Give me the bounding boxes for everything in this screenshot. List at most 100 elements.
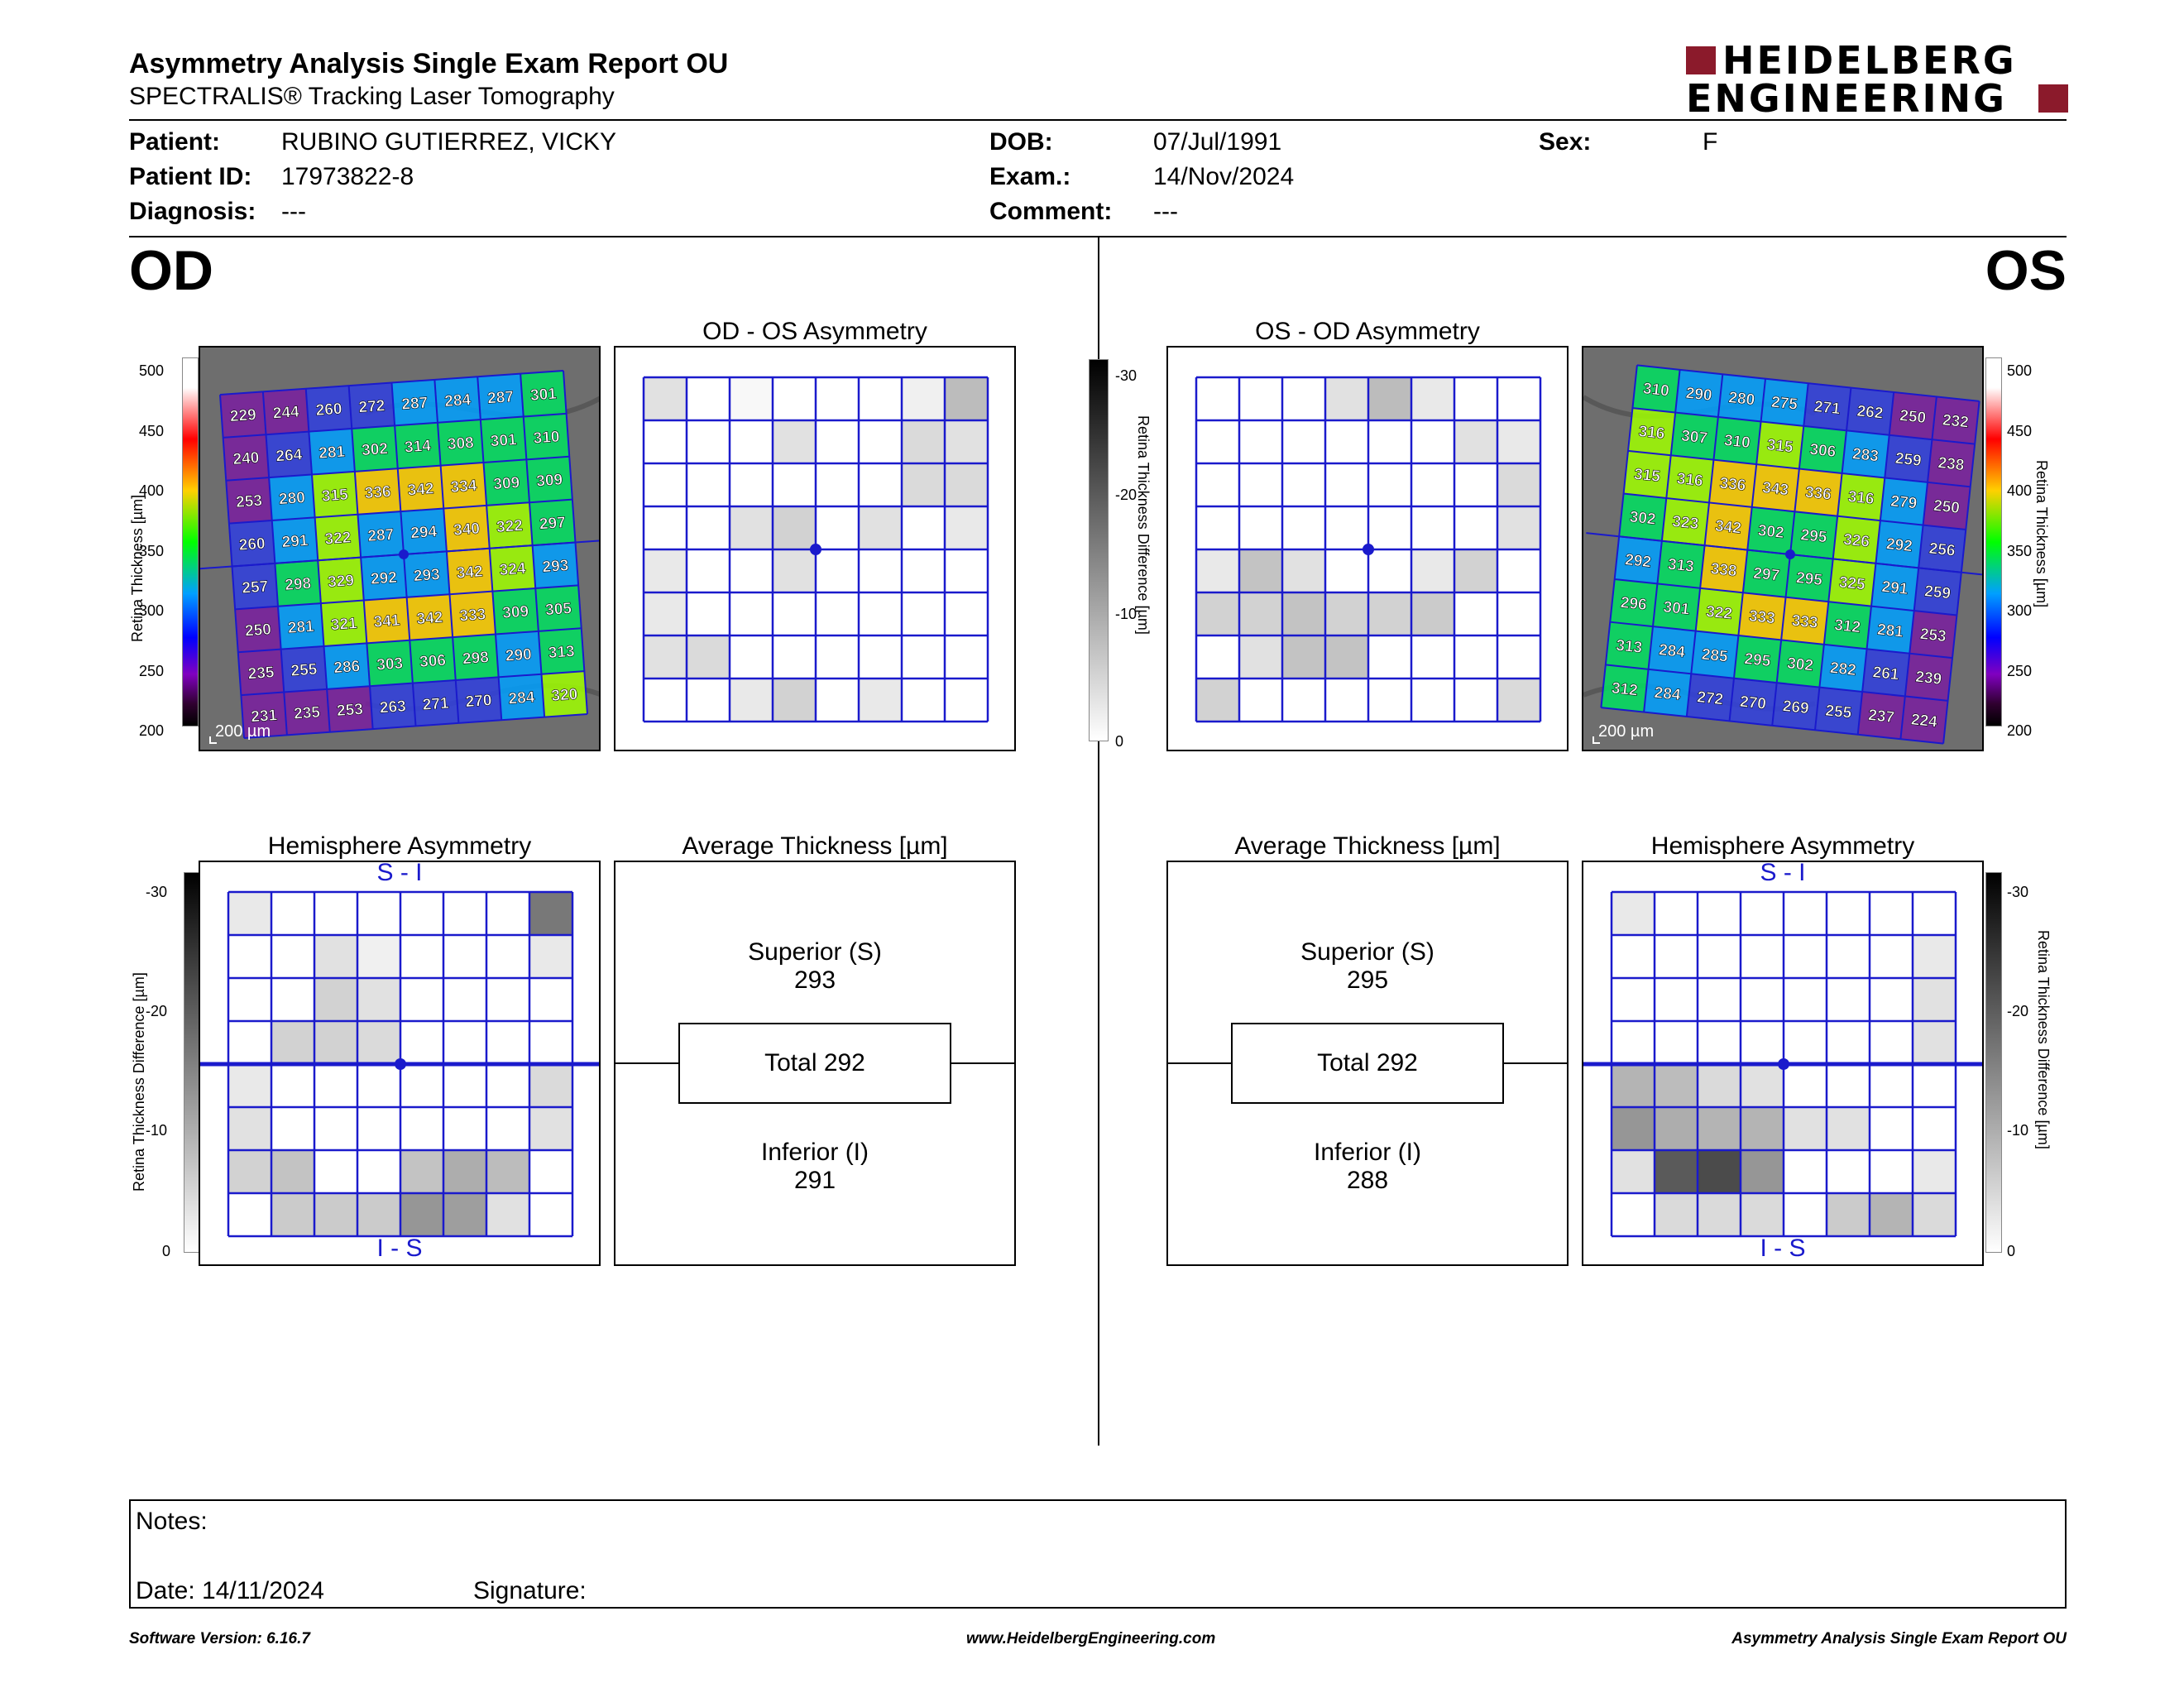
thickness-cell <box>1619 493 1667 541</box>
asymmetry-cell <box>1698 892 1741 935</box>
center-tick-0: 0 <box>1115 733 1124 750</box>
website-link[interactable]: www.HeidelbergEngineering.com <box>966 1630 1216 1647</box>
footer-report-title: Asymmetry Analysis Single Exam Report OU <box>1731 1630 2067 1647</box>
thickness-value: 261 <box>1872 664 1900 683</box>
asymmetry-cell <box>773 420 816 463</box>
thickness-cell <box>309 429 355 475</box>
thickness-cell <box>226 477 272 524</box>
thickness-value: 293 <box>413 566 440 585</box>
patient-label: Patient: <box>129 128 221 156</box>
thickness-cell <box>526 456 572 503</box>
od-hemi-scale: -30 -20 -10 0 Retina Thickness Differenc… <box>124 869 200 1266</box>
os-asymmetry-grid <box>1195 376 1542 723</box>
grid-line <box>241 670 585 697</box>
fovea-marker <box>395 1058 406 1070</box>
asymmetry-cell <box>687 377 730 420</box>
asymmetry-cell <box>1913 1021 1956 1064</box>
asymmetry-cell <box>486 935 529 978</box>
asymmetry-cell <box>443 1150 486 1193</box>
thickness-value: 314 <box>404 437 432 456</box>
thickness-cell <box>535 585 582 631</box>
thickness-value: 283 <box>1851 445 1880 465</box>
thickness-value: 260 <box>315 400 342 420</box>
thickness-cell <box>1785 554 1833 602</box>
asymmetry-cell <box>1411 420 1454 463</box>
thickness-value: 238 <box>1937 454 1966 474</box>
od-asym-title: OD - OS Asymmetry <box>702 318 927 345</box>
thickness-value: 281 <box>287 618 315 637</box>
asymmetry-cell <box>945 549 988 592</box>
asymmetry-cell <box>816 506 859 549</box>
os-avg-title: Average Thickness [µm] <box>1234 832 1501 860</box>
thickness-value: 322 <box>496 517 523 536</box>
asymmetry-cell <box>228 978 271 1021</box>
asymmetry-cell <box>1239 679 1282 722</box>
asymmetry-cell <box>773 463 816 506</box>
asymmetry-cell <box>1368 463 1411 506</box>
os-thickness-map: 310 290 280 275 271 262 250 232 316 307 310 315 306 2… <box>1583 348 1982 750</box>
od-hemi-panel: S - I I - S <box>199 861 601 1266</box>
thickness-value: 282 <box>1829 659 1857 679</box>
asymmetry-cell <box>314 1193 357 1236</box>
thickness-cell <box>318 557 364 604</box>
asymmetry-cell <box>1411 549 1454 592</box>
thickness-cell <box>280 646 328 693</box>
asymmetry-cell <box>945 463 988 506</box>
thickness-cell <box>228 520 275 567</box>
thickness-value: 312 <box>1833 616 1861 636</box>
grid-line <box>1614 578 1957 616</box>
thickness-value: 297 <box>1752 565 1780 585</box>
thickness-cell <box>219 391 266 438</box>
thickness-cell <box>486 502 533 549</box>
asymmetry-cell <box>1239 635 1282 679</box>
thickness-value: 255 <box>1825 703 1853 722</box>
asymmetry-cell <box>1497 635 1540 679</box>
asymmetry-cell <box>1827 1107 1870 1150</box>
asymmetry-cell <box>859 377 902 420</box>
diff-colorbar <box>1089 359 1109 741</box>
thickness-cell <box>1628 408 1676 456</box>
os-asym-title: OS - OD Asymmetry <box>1255 318 1480 345</box>
od-thickness-tick: 300 <box>139 602 165 619</box>
asymmetry-cell <box>1741 1107 1784 1150</box>
thickness-value: 286 <box>333 658 361 677</box>
thickness-cell <box>1738 592 1786 640</box>
asymmetry-cell <box>902 463 945 506</box>
od-hemi-tick-10: -10 <box>146 1122 168 1139</box>
thickness-cell <box>391 379 438 426</box>
asymmetry-cell <box>1239 463 1282 506</box>
asymmetry-cell <box>902 679 945 722</box>
thickness-cell <box>1846 387 1894 435</box>
os-hemi-tick-0: 0 <box>2007 1243 2016 1259</box>
thickness-value: 320 <box>551 686 578 705</box>
asymmetry-cell <box>400 1193 443 1236</box>
asymmetry-cell <box>1741 1064 1784 1107</box>
thickness-value: 293 <box>542 557 569 576</box>
grid-line <box>1605 664 1948 702</box>
thickness-cell <box>520 370 567 417</box>
comment-label: Comment: <box>989 198 1113 225</box>
fovea-marker <box>399 549 409 559</box>
asymmetry-cell <box>1870 978 1913 1021</box>
asymmetry-cell <box>1196 679 1239 722</box>
patient-divider <box>129 236 2067 237</box>
asymmetry-cell <box>228 1064 271 1107</box>
thickness-cell <box>1686 674 1734 722</box>
asymmetry-cell <box>1454 679 1497 722</box>
asymmetry-cell <box>1698 1107 1741 1150</box>
thickness-value: 250 <box>244 621 271 640</box>
asymmetry-cell <box>529 892 572 935</box>
asymmetry-cell <box>1497 506 1540 549</box>
asymmetry-cell <box>773 679 816 722</box>
asymmetry-cell <box>644 463 687 506</box>
od-thickness-scale: 500 450 400 350 300 250 200 Retina Thickness [… <box>124 344 199 745</box>
asymmetry-cell <box>400 978 443 1021</box>
asymmetry-cell <box>1497 549 1540 592</box>
os-hemi-bottom-label: I - S <box>1760 1235 1806 1262</box>
od-hemi-axis-label: Retina Thickness Difference [µm] <box>131 972 147 1192</box>
asymmetry-cell <box>486 892 529 935</box>
asymmetry-cell <box>1870 1193 1913 1236</box>
asymmetry-cell <box>1741 935 1784 978</box>
asymmetry-cell <box>1196 635 1239 679</box>
asymmetry-cell <box>1698 1064 1741 1107</box>
